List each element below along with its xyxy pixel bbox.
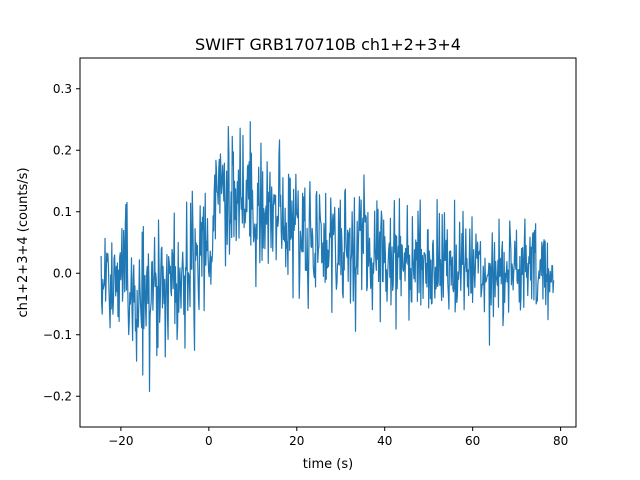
chart-title: SWIFT GRB170710B ch1+2+3+4: [195, 35, 461, 54]
y-tick-label: 0.3: [53, 82, 72, 96]
plot-frame: [79, 57, 577, 428]
y-tick-label: −0.2: [43, 389, 72, 403]
x-tick-label: −20: [108, 434, 133, 448]
x-tick-label: 0: [205, 434, 213, 448]
plot-area: [79, 57, 577, 428]
y-axis-label: ch1+2+3+4 (counts/s): [16, 167, 31, 317]
series-line: [100, 121, 555, 393]
y-axis: −0.2 −0.1 0.0 0.1 0.2 0.3: [43, 82, 80, 403]
x-tick-label: 80: [553, 434, 568, 448]
y-tick-label: −0.1: [43, 328, 72, 342]
x-tick-label: 20: [289, 434, 304, 448]
x-tick-label: 40: [377, 434, 392, 448]
x-tick-label: 60: [465, 434, 480, 448]
x-axis-label: time (s): [303, 457, 353, 472]
data-series-line: [100, 121, 555, 393]
y-tick-label: 0.0: [53, 266, 72, 280]
y-tick-label: 0.1: [53, 205, 72, 219]
y-tick-label: 0.2: [53, 143, 72, 157]
x-axis: −20 0 20 40 60 80: [108, 427, 568, 448]
